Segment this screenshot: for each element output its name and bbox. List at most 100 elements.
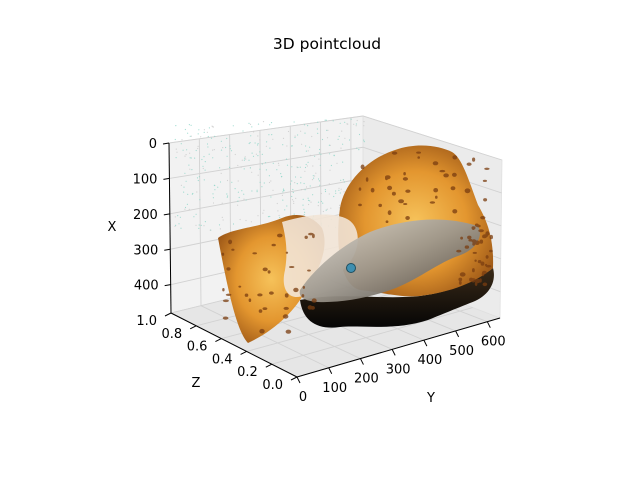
sparse-point: [279, 216, 281, 219]
depth-tick-label-4: 0.8: [162, 327, 183, 342]
sponge-pore: [482, 270, 487, 275]
sparse-point: [355, 123, 357, 125]
sparse-point: [327, 129, 329, 131]
sparse-point: [266, 141, 268, 143]
sparse-point: [191, 193, 193, 195]
sponge-pore: [358, 203, 362, 207]
sponge-pore: [429, 201, 436, 204]
sparse-point: [263, 209, 265, 211]
sponge-pore: [257, 293, 263, 297]
sponge-pore: [387, 185, 393, 191]
sparse-point: [188, 208, 190, 210]
sponge-pore: [452, 155, 458, 160]
sparse-point: [218, 224, 221, 226]
sponge-pore: [307, 269, 311, 272]
sparse-point: [214, 135, 216, 137]
horizontal-axis-label: Y: [426, 391, 435, 406]
sponge-pore: [301, 294, 305, 298]
sparse-point: [307, 125, 309, 127]
sparse-point: [189, 152, 191, 154]
sponge-pore: [244, 293, 249, 297]
sparse-point: [291, 195, 293, 198]
sparse-point: [313, 177, 315, 179]
sponge-pore: [471, 278, 476, 283]
sparse-point: [358, 149, 360, 151]
sponge-pore: [302, 285, 305, 289]
sparse-point: [292, 188, 294, 191]
sponge-pore: [483, 198, 488, 202]
sparse-point: [300, 182, 302, 184]
sparse-point: [185, 180, 187, 182]
sparse-point: [287, 130, 290, 133]
sparse-point: [356, 147, 358, 149]
sparse-point: [344, 121, 346, 123]
horizontal-tick-label-0: 0: [299, 390, 307, 405]
sparse-point: [250, 221, 252, 223]
sponge-pore: [311, 298, 317, 303]
sponge-pore: [489, 234, 493, 240]
sponge-pore: [433, 188, 439, 193]
sparse-point: [175, 224, 177, 226]
sponge-pore: [285, 251, 289, 254]
surface-center-lobe: [282, 214, 358, 298]
sponge-pore: [417, 156, 421, 159]
sparse-point: [338, 189, 340, 191]
sparse-point: [174, 216, 176, 218]
sparse-point: [330, 164, 332, 167]
sparse-point: [267, 216, 270, 218]
sparse-point: [174, 138, 176, 141]
horizontal-axis-ticks: 0 100 200 300 400 500 600: [296, 321, 506, 405]
sparse-point: [300, 176, 302, 178]
sponge-pore: [485, 255, 489, 259]
sparse-point: [213, 149, 215, 151]
sparse-point: [221, 202, 223, 204]
sparse-point: [257, 143, 259, 145]
sparse-point: [280, 173, 282, 175]
sparse-point: [339, 122, 341, 124]
sponge-pore: [391, 191, 396, 196]
sponge-pore: [482, 282, 488, 287]
sparse-point: [186, 203, 188, 205]
sparse-point: [307, 197, 309, 199]
sparse-point: [264, 162, 267, 164]
sparse-point: [187, 132, 189, 134]
vertical-tick-label-1: 100: [133, 172, 158, 187]
sparse-point: [293, 202, 295, 204]
sparse-point: [249, 142, 251, 144]
chart-title: 3D pointcloud: [273, 35, 381, 53]
sparse-point: [212, 197, 214, 199]
sparse-point: [294, 135, 296, 137]
sponge-pore: [456, 249, 462, 253]
sparse-point: [255, 153, 257, 155]
sparse-point: [342, 179, 344, 181]
sparse-point: [194, 157, 196, 159]
sparse-point: [339, 192, 341, 194]
sparse-point: [307, 199, 310, 201]
sparse-point: [269, 124, 271, 126]
horizontal-tick-mark-6: [486, 321, 491, 328]
sparse-point: [308, 203, 310, 206]
sparse-point: [333, 155, 335, 157]
surface-shadow-region: [300, 268, 494, 328]
sparse-point: [188, 124, 190, 126]
sponge-pore: [258, 309, 263, 313]
sparse-point: [305, 150, 307, 152]
sparse-point: [328, 183, 330, 185]
sparse-point: [350, 118, 352, 120]
vertical-axis-label: X: [108, 220, 117, 235]
sparse-point: [324, 189, 326, 191]
sparse-point: [240, 166, 242, 168]
sparse-point: [195, 213, 197, 215]
sponge-pore: [458, 280, 462, 285]
sparse-point: [356, 119, 358, 122]
sparse-point: [263, 182, 265, 184]
sponge-pore: [474, 259, 477, 262]
depth-tick-mark-3: [215, 338, 222, 343]
depth-tick-label-2: 0.4: [212, 352, 233, 367]
sparse-point: [237, 164, 239, 167]
depth-tick-mark-5: [164, 312, 172, 317]
sponge-pore: [480, 216, 486, 220]
sparse-point: [184, 206, 187, 209]
sponge-pore: [484, 263, 488, 267]
sparse-point: [175, 157, 177, 159]
